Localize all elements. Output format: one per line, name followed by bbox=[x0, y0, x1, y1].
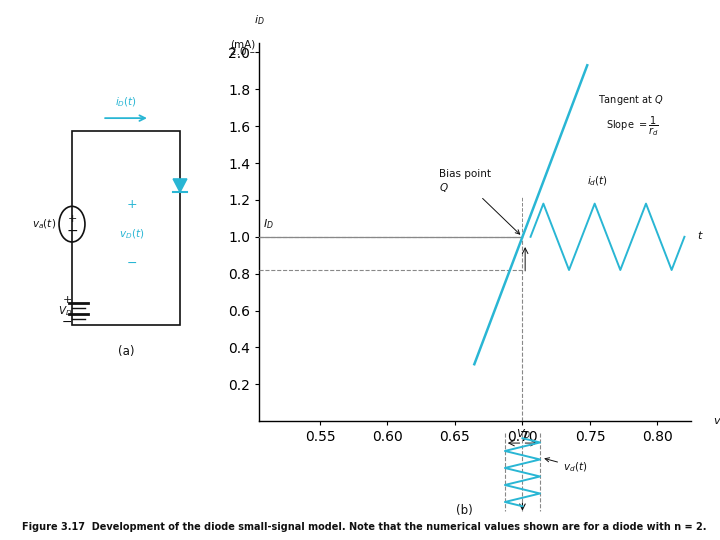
Text: (b): (b) bbox=[456, 504, 473, 517]
Text: (mA): (mA) bbox=[230, 39, 256, 50]
Text: $i_D$: $i_D$ bbox=[254, 13, 264, 26]
Text: $I_D$: $I_D$ bbox=[264, 218, 274, 231]
Text: $v_D(t)$: $v_D(t)$ bbox=[119, 227, 144, 241]
Text: $+$: $+$ bbox=[126, 198, 137, 211]
Text: $i_d(t)$: $i_d(t)$ bbox=[588, 175, 608, 188]
Text: +: + bbox=[67, 214, 77, 224]
Text: $V_D$: $V_D$ bbox=[516, 427, 531, 441]
Text: $-$: $-$ bbox=[126, 256, 137, 269]
Text: Figure 3.17  Development of the diode small-signal model. Note that the numerica: Figure 3.17 Development of the diode sma… bbox=[22, 522, 706, 532]
Text: Bias point
$Q$: Bias point $Q$ bbox=[438, 168, 520, 234]
Text: $v_D$ (V): $v_D$ (V) bbox=[713, 414, 720, 428]
Text: (a): (a) bbox=[118, 345, 134, 358]
Text: $i_D(t)$: $i_D(t)$ bbox=[115, 95, 137, 109]
Text: Tangent at $Q$: Tangent at $Q$ bbox=[598, 93, 664, 107]
Text: $+$: $+$ bbox=[61, 294, 72, 306]
Text: $V_D$: $V_D$ bbox=[58, 304, 73, 318]
Text: 2.0 –: 2.0 – bbox=[230, 48, 255, 57]
Bar bbox=[72, 131, 180, 325]
Text: $v_a(t)$: $v_a(t)$ bbox=[32, 218, 56, 231]
Text: $t$: $t$ bbox=[696, 229, 703, 241]
Text: $v_d(t)$: $v_d(t)$ bbox=[545, 458, 588, 474]
Text: −: − bbox=[66, 224, 78, 238]
Text: Slope $= \dfrac{1}{r_d}$: Slope $= \dfrac{1}{r_d}$ bbox=[606, 114, 659, 138]
Polygon shape bbox=[173, 179, 187, 192]
Text: $-$: $-$ bbox=[61, 315, 72, 328]
